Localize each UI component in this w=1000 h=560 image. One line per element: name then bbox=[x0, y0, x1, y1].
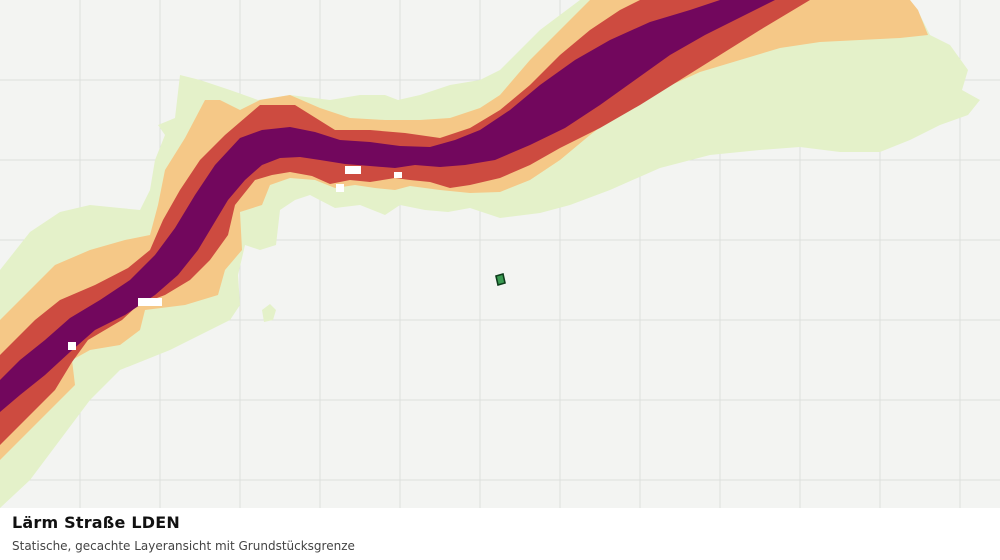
noise-band-1-islet bbox=[262, 304, 276, 322]
parcel-boundary-shape[interactable] bbox=[495, 272, 506, 287]
noise-band-2-area bbox=[0, 0, 928, 460]
parcel-boundary[interactable] bbox=[495, 272, 506, 287]
noise-band-4-corridor bbox=[0, 0, 775, 412]
noise-map-svg bbox=[0, 0, 1000, 508]
layer-subtitle: Statische, gecachte Layeransicht mit Gru… bbox=[12, 539, 355, 553]
noise-raster-gaps bbox=[68, 166, 402, 350]
layer-title: Lärm Straße LDEN bbox=[12, 513, 180, 532]
noise-band-3-area bbox=[0, 0, 810, 445]
layer-caption: Lärm Straße LDEN Statische, gecachte Lay… bbox=[0, 508, 1000, 560]
map-canvas[interactable] bbox=[0, 0, 1000, 508]
